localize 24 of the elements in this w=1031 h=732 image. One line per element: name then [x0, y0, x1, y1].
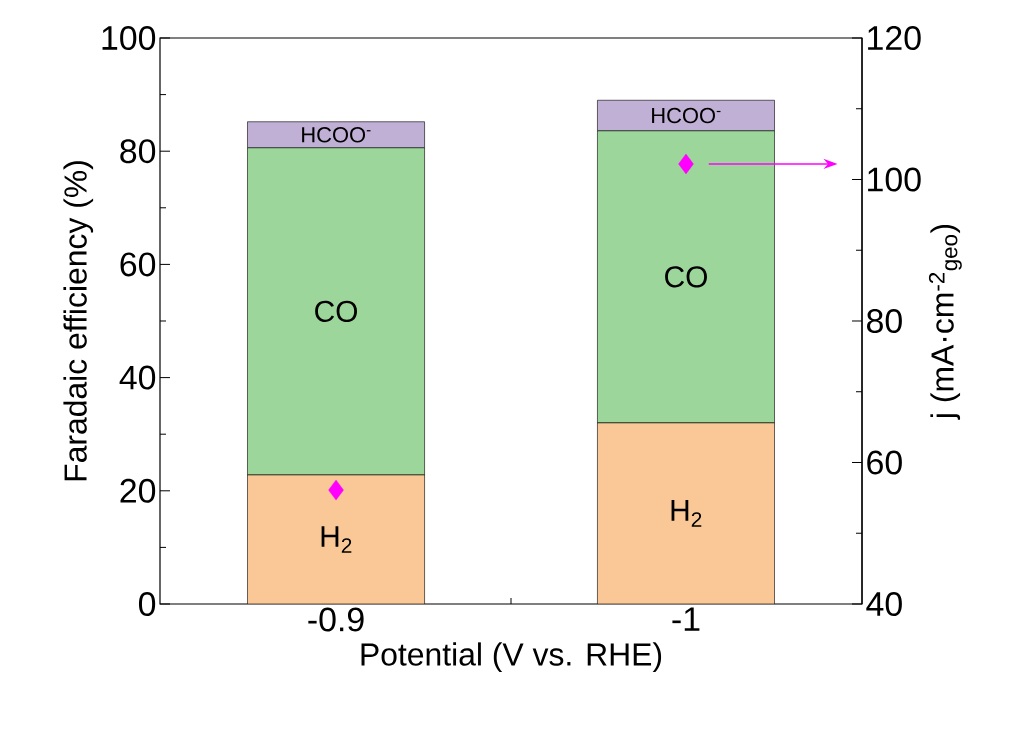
series-label: HCOO$^{-}$ [302, 127, 371, 143]
text: CO [315, 300, 357, 322]
bar [247, 474, 425, 604]
y2-tick-label: 60 [867, 450, 902, 475]
text: HCOO$^{-}$ [652, 107, 721, 124]
text: H$_{2}$ [671, 500, 702, 527]
y2-tick-label: 100 [868, 167, 921, 192]
y2-tick-label: 80 [867, 309, 902, 333]
x-tick-label: -1 [672, 607, 700, 631]
y2-axis-title: j (mA·cm$^{-2}$$_{geo}$) [928, 224, 962, 420]
x-axis-title: Potential (V vs. RHE) [361, 642, 662, 673]
y-tick-label: 40 [119, 365, 156, 390]
series-label: CO [665, 266, 707, 288]
y-tick-label: 60 [120, 252, 156, 277]
x-tick-label: -0.9 [308, 607, 364, 632]
y2-tick-label: 40 [866, 592, 902, 616]
y2-tick-label: 120 [868, 26, 921, 50]
y-axis-title: Faradaic efficiency (%) [63, 161, 94, 481]
y-tick-label: 80 [120, 139, 156, 164]
series-label: H$_{2}$ [321, 526, 352, 553]
bar [597, 422, 775, 604]
y-tick-label: 20 [120, 478, 156, 503]
y-tick-label: 0 [138, 592, 156, 616]
y-tick-label: 100 [102, 26, 156, 50]
